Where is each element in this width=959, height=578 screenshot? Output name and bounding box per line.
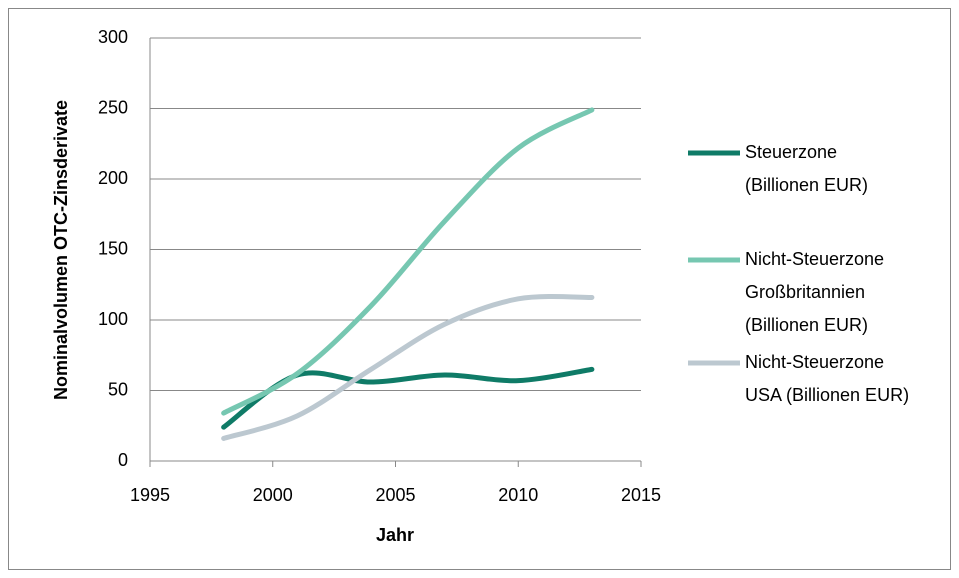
x-tick-label: 1995 [130, 485, 170, 505]
y-tick-label: 100 [98, 309, 128, 329]
x-axis-label: Jahr [376, 525, 414, 545]
y-tick-label: 300 [98, 27, 128, 47]
series-line [221, 107, 595, 416]
legend-label: Nicht-Steuerzone Großbritannien (Billion… [745, 249, 885, 335]
legend-label: Nicht-Steuerzone USA (Billionen EUR) [745, 352, 910, 405]
x-tick-label: 2015 [621, 485, 661, 505]
chart-frame [8, 8, 951, 570]
y-axis-label: Nominalvolumen OTC-Zinsderivate [51, 100, 71, 400]
legend-label: Steuerzone (Billionen EUR) [745, 142, 869, 195]
y-tick-label: 200 [98, 168, 128, 188]
y-tick-label: 0 [118, 450, 128, 470]
y-tick-label: 150 [98, 238, 128, 258]
series-line [221, 294, 595, 441]
y-tick-label: 50 [108, 379, 128, 399]
x-tick-label: 2010 [498, 485, 538, 505]
x-tick-label: 2005 [375, 485, 415, 505]
y-tick-label: 250 [98, 97, 128, 117]
x-tick-label: 2000 [253, 485, 293, 505]
